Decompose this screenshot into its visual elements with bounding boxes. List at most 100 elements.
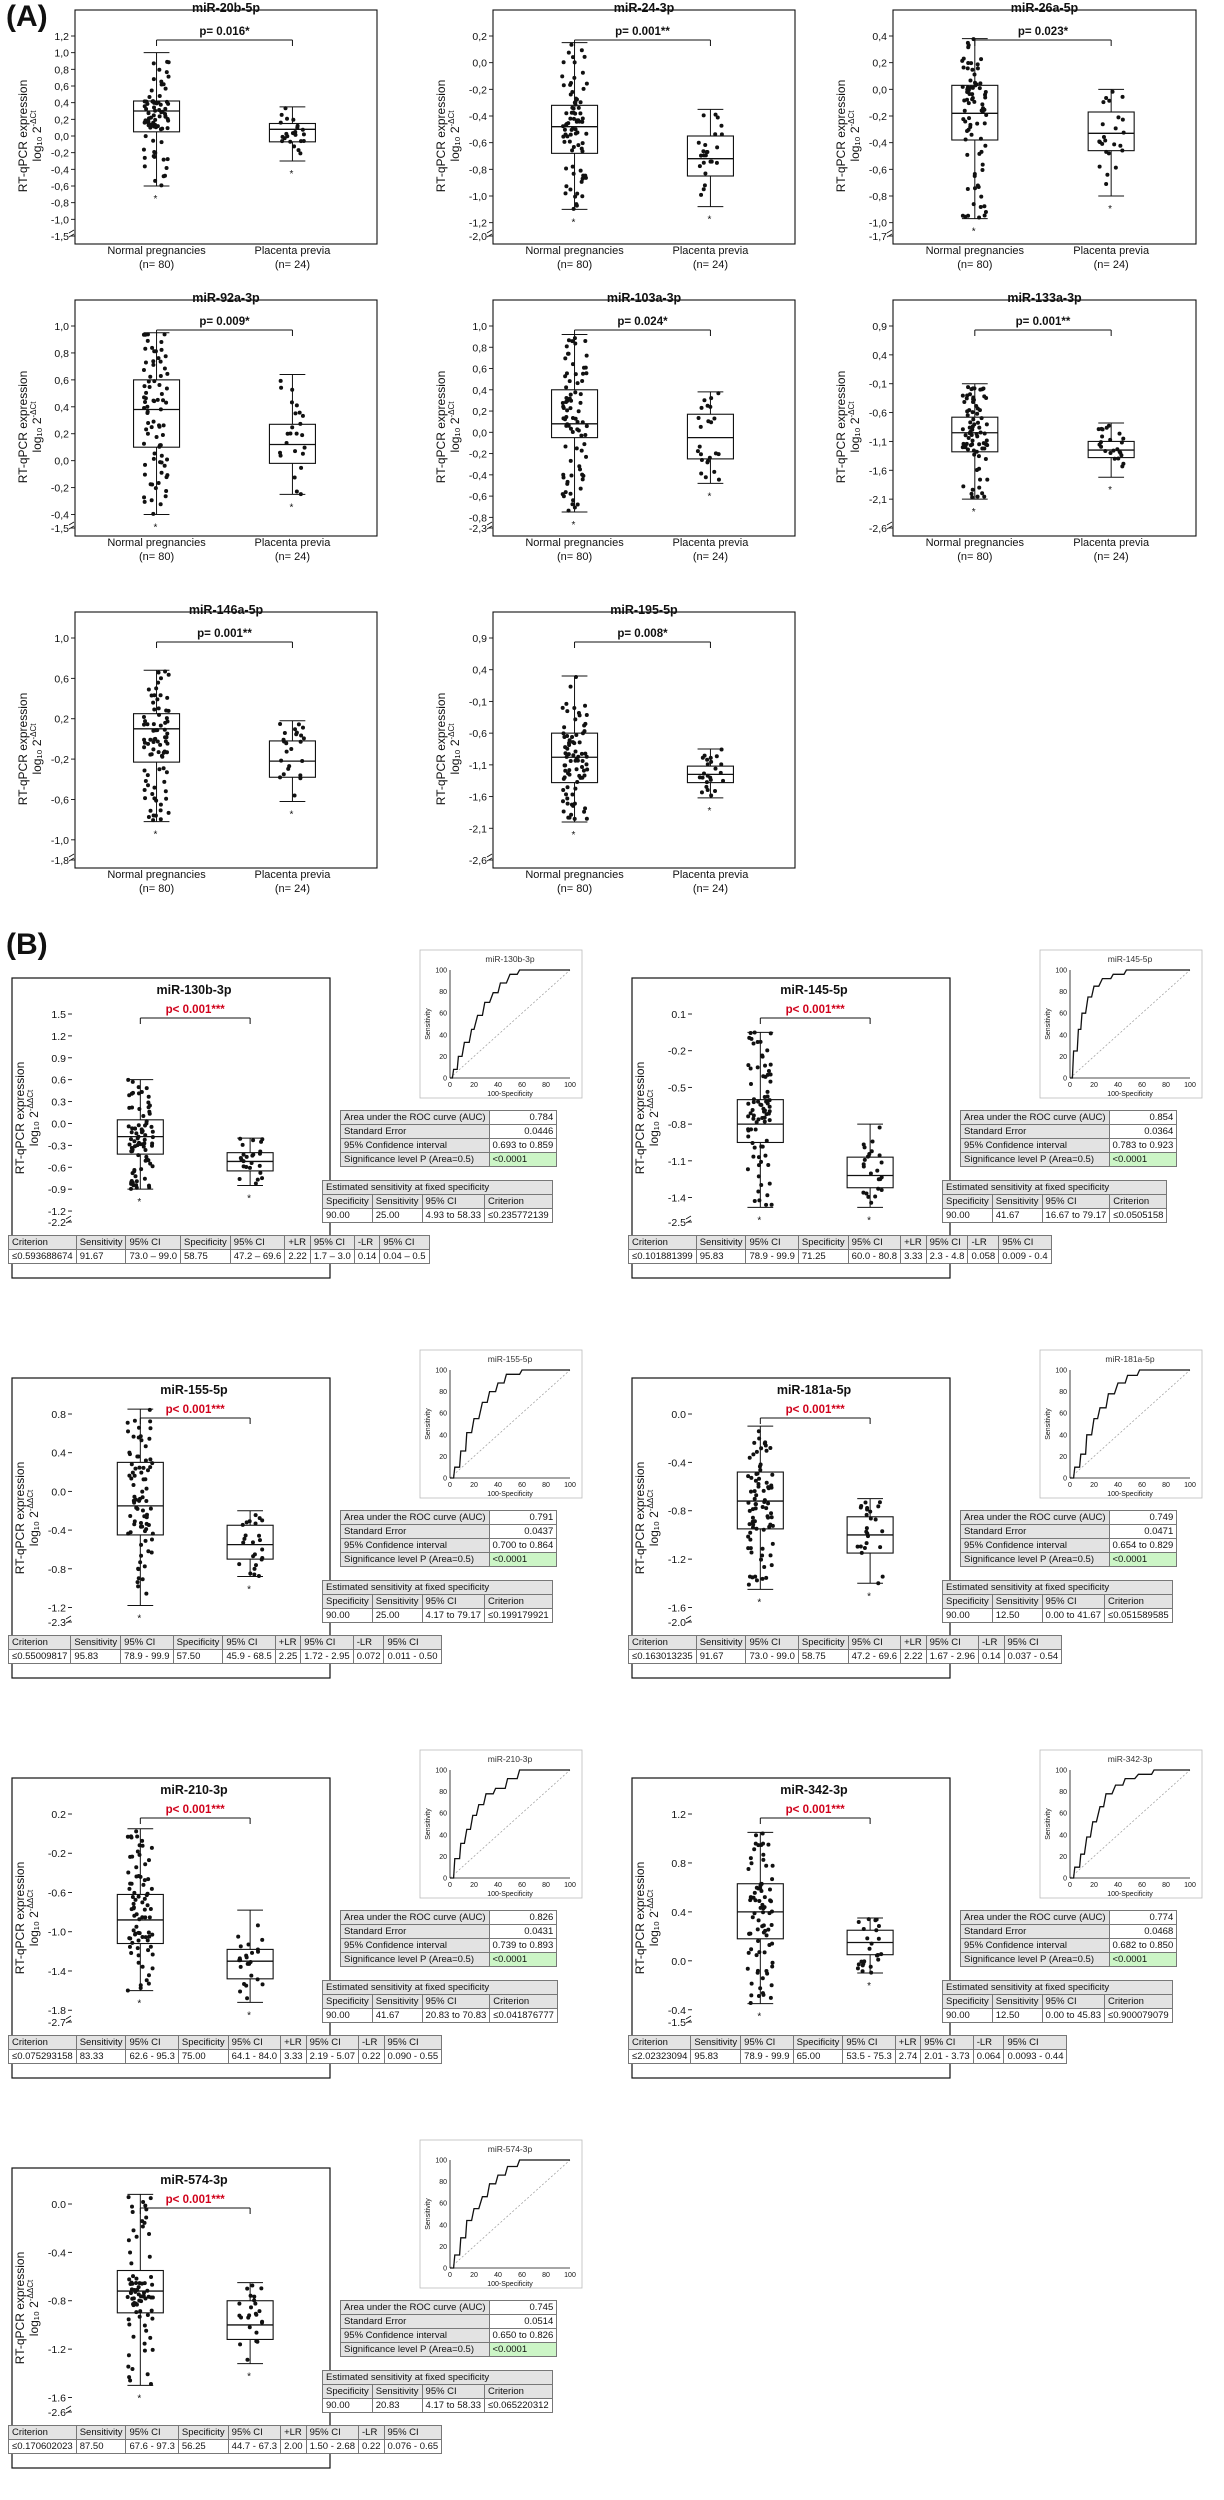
data-point xyxy=(757,1899,762,1904)
data-point xyxy=(580,758,585,763)
data-point xyxy=(560,799,565,804)
data-point xyxy=(142,164,147,169)
data-point xyxy=(134,2281,139,2286)
data-point xyxy=(260,1937,265,1942)
data-point xyxy=(237,2301,242,2306)
roc-x-tick-label: 0 xyxy=(448,2272,452,2279)
sig-label: Significance level P (Area=0.5) xyxy=(340,1952,490,1967)
data-point xyxy=(143,1915,148,1920)
roc-x-tick-label: 40 xyxy=(1114,1882,1122,1889)
data-point xyxy=(166,74,171,79)
data-point xyxy=(709,759,714,764)
fixed-specificity-value: 90.00 xyxy=(322,2398,373,2413)
data-point xyxy=(300,725,305,730)
y-axis-label: RT-qPCR expression xyxy=(13,2252,27,2365)
data-point xyxy=(127,1105,132,1110)
data-point xyxy=(977,408,982,413)
data-point xyxy=(163,720,168,725)
roc-x-tick-label: 60 xyxy=(518,1082,526,1089)
fixed-specificity-value: 90.00 xyxy=(942,1208,993,1223)
y-tick-label: -1,8 xyxy=(51,855,69,867)
fixed-specificity-title: Estimated sensitivity at fixed specifici… xyxy=(322,1580,553,1595)
data-point xyxy=(141,368,146,373)
data-point xyxy=(138,1520,143,1525)
roc-y-label: Sensitivity xyxy=(425,1008,432,1040)
roc-x-tick-label: 40 xyxy=(494,1082,502,1089)
roc-y-label: Sensitivity xyxy=(425,1408,432,1440)
roc-x-label: 100-Specificity xyxy=(1107,1491,1153,1498)
data-point xyxy=(142,1137,147,1142)
sig-value: <0.0001 xyxy=(488,1952,558,1967)
auc-value: 0.854 xyxy=(1108,1110,1178,1125)
data-point xyxy=(580,420,585,425)
y-tick-label: -1.4 xyxy=(48,1966,66,1978)
data-point xyxy=(148,482,153,487)
y-tick-label: -2.0 xyxy=(668,1617,686,1629)
data-point xyxy=(770,1472,775,1477)
data-point xyxy=(146,1973,151,1978)
data-point xyxy=(1119,440,1124,445)
data-point xyxy=(151,138,156,143)
data-point xyxy=(754,1449,759,1454)
data-point xyxy=(705,150,710,155)
y-tick-label: -0,2 xyxy=(469,449,487,461)
data-point xyxy=(568,458,573,463)
data-point xyxy=(259,1557,264,1562)
data-point xyxy=(165,457,170,462)
roc-y-tick-label: 100 xyxy=(435,1768,447,1775)
data-point xyxy=(750,1140,755,1145)
boxplot-3: miR-92a-3p1,00,80,60,40,20,0-0,2-0,4-1,5… xyxy=(16,291,378,563)
fixed-specificity-table: Estimated sensitivity at fixed specifici… xyxy=(942,1580,1173,1623)
data-point xyxy=(159,460,164,465)
criterion-value: 95.83 xyxy=(695,1249,747,1264)
outlier-marker: * xyxy=(247,1194,251,1205)
roc-x-tick-label: 100 xyxy=(564,1082,576,1089)
roc-x-label: 100-Specificity xyxy=(1107,1891,1153,1898)
data-point xyxy=(751,1113,756,1118)
data-point xyxy=(132,1500,137,1505)
group-n-label: (n= 24) xyxy=(1094,259,1129,271)
y-tick-label: -0,2 xyxy=(469,84,487,96)
data-point xyxy=(748,2001,753,2006)
data-point xyxy=(237,1562,242,1567)
data-point xyxy=(148,1426,153,1431)
data-point xyxy=(257,1538,262,1543)
plot-frame xyxy=(74,299,378,537)
data-point xyxy=(161,174,166,179)
roc-x-tick-label: 40 xyxy=(494,2272,502,2279)
data-point xyxy=(144,1514,149,1519)
data-point xyxy=(258,1170,263,1175)
data-point xyxy=(298,776,303,781)
data-point xyxy=(768,1445,773,1450)
outlier-marker: * xyxy=(867,1981,871,1992)
y-tick-label: -1.5 xyxy=(668,2017,686,2029)
data-point xyxy=(760,1553,765,1558)
sig-label: Significance level P (Area=0.5) xyxy=(340,1552,490,1567)
y-tick-label: -1,5 xyxy=(51,523,69,535)
data-point xyxy=(150,1129,155,1134)
data-point xyxy=(764,1480,769,1485)
data-point xyxy=(699,192,704,197)
data-point xyxy=(279,758,284,763)
data-point xyxy=(766,1501,771,1506)
data-point xyxy=(138,2309,143,2314)
data-point xyxy=(260,1982,265,1987)
data-point xyxy=(293,132,298,137)
criterion-table: Criterion Sensitivity 95% CI Specificity 95%… xyxy=(628,1235,1052,1264)
criterion-header: Sensitivity xyxy=(695,1235,747,1250)
data-point xyxy=(865,1505,870,1510)
data-point xyxy=(127,2322,132,2327)
data-point xyxy=(142,2341,147,2346)
p-value-label: p= 0.001** xyxy=(197,628,252,640)
data-point xyxy=(571,206,576,211)
data-point xyxy=(571,753,576,758)
data-point xyxy=(288,139,293,144)
roc-x-tick-label: 100 xyxy=(1184,1482,1196,1489)
criterion-value: 91.67 xyxy=(75,1249,127,1264)
data-point xyxy=(142,495,147,500)
plot-frame xyxy=(631,1377,951,1679)
data-point xyxy=(154,435,159,440)
y-tick-label: -1.1 xyxy=(668,1156,686,1168)
roc-x-tick-label: 100 xyxy=(1184,1882,1196,1889)
data-point xyxy=(754,1120,759,1125)
